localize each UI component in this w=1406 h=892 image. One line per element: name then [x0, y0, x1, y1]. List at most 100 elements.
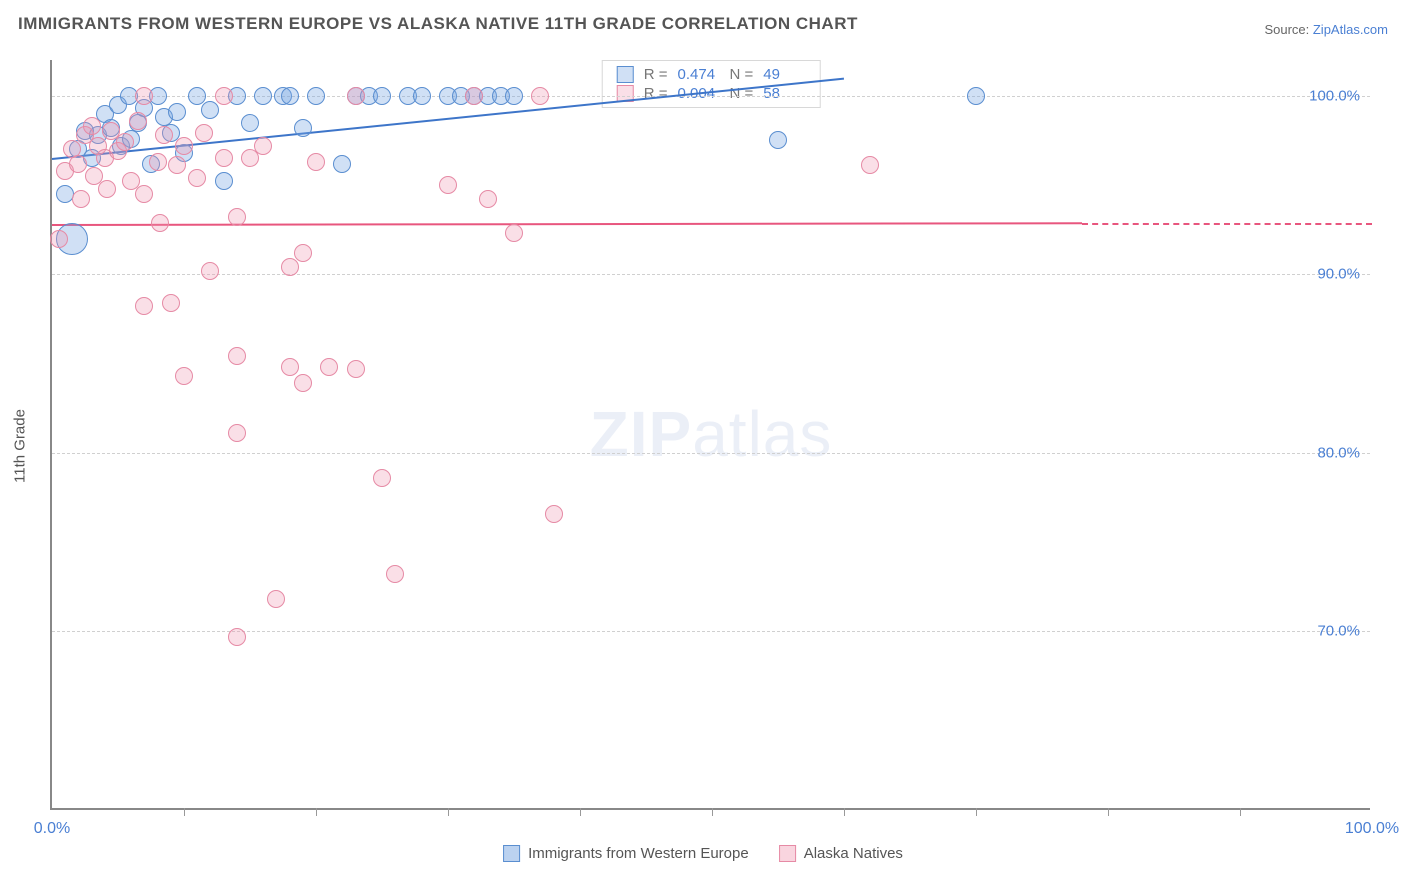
scatter-point	[98, 180, 116, 198]
x-tick	[1240, 808, 1241, 816]
scatter-point	[254, 137, 272, 155]
legend-swatch	[779, 845, 796, 862]
scatter-point	[215, 149, 233, 167]
x-tick-label: 0.0%	[34, 820, 70, 838]
scatter-point	[83, 117, 101, 135]
scatter-point	[241, 114, 259, 132]
scatter-point	[320, 358, 338, 376]
scatter-point	[373, 469, 391, 487]
scatter-point	[505, 224, 523, 242]
y-tick-label: 100.0%	[1309, 87, 1360, 104]
scatter-point	[151, 214, 169, 232]
x-tick	[1108, 808, 1109, 816]
scatter-point	[155, 126, 173, 144]
scatter-point	[168, 103, 186, 121]
watermark-light: atlas	[692, 398, 832, 470]
scatter-point	[967, 87, 985, 105]
scatter-point	[149, 153, 167, 171]
scatter-point	[347, 87, 365, 105]
legend-item: Alaska Natives	[779, 845, 903, 862]
scatter-point	[413, 87, 431, 105]
x-tick	[844, 808, 845, 816]
legend-swatch	[503, 845, 520, 862]
scatter-point	[135, 87, 153, 105]
x-tick	[316, 808, 317, 816]
correlation-legend-row: R = 0.474 N = 49	[617, 65, 806, 84]
scatter-point	[281, 358, 299, 376]
scatter-point	[294, 374, 312, 392]
chart-title: IMMIGRANTS FROM WESTERN EUROPE VS ALASKA…	[18, 14, 858, 34]
y-tick-label: 90.0%	[1317, 266, 1360, 283]
scatter-point	[201, 101, 219, 119]
scatter-point	[135, 297, 153, 315]
y-axis-label: 11th Grade	[12, 409, 29, 483]
scatter-point	[162, 294, 180, 312]
scatter-point	[347, 360, 365, 378]
scatter-point	[228, 208, 246, 226]
scatter-point	[307, 87, 325, 105]
watermark: ZIPatlas	[590, 397, 833, 471]
scatter-point	[281, 87, 299, 105]
stat-n-value: 49	[763, 66, 805, 83]
stat-n-value: 58	[763, 85, 805, 102]
y-tick-label: 70.0%	[1317, 623, 1360, 640]
scatter-point	[294, 119, 312, 137]
legend-label: Immigrants from Western Europe	[528, 845, 749, 862]
x-tick	[580, 808, 581, 816]
stat-r-label: R =	[644, 66, 668, 83]
x-tick	[712, 808, 713, 816]
trend-line-dashed	[1082, 223, 1372, 225]
stat-n-label: N =	[730, 66, 754, 83]
source-prefix: Source:	[1264, 22, 1312, 37]
scatter-point	[505, 87, 523, 105]
scatter-point	[228, 347, 246, 365]
scatter-point	[769, 131, 787, 149]
scatter-point	[228, 628, 246, 646]
scatter-point	[195, 124, 213, 142]
scatter-point	[69, 155, 87, 173]
source-link[interactable]: ZipAtlas.com	[1313, 22, 1388, 37]
gridline-horizontal	[52, 274, 1370, 275]
scatter-point	[465, 87, 483, 105]
legend-swatch	[617, 66, 634, 83]
legend-label: Alaska Natives	[804, 845, 903, 862]
correlation-legend-row: R = 0.004 N = 58	[617, 84, 806, 103]
scatter-point	[201, 262, 219, 280]
scatter-point	[545, 505, 563, 523]
plot-area: ZIPatlas R = 0.474 N = 49 R = 0.004 N = …	[50, 60, 1370, 810]
scatter-point	[72, 190, 90, 208]
trend-line	[52, 222, 1082, 226]
gridline-horizontal	[52, 631, 1370, 632]
scatter-point	[254, 87, 272, 105]
x-tick	[976, 808, 977, 816]
legend-item: Immigrants from Western Europe	[503, 845, 749, 862]
scatter-point	[175, 367, 193, 385]
x-tick	[448, 808, 449, 816]
scatter-point	[439, 176, 457, 194]
scatter-point	[294, 244, 312, 262]
scatter-point	[373, 87, 391, 105]
scatter-point	[281, 258, 299, 276]
series-legend: Immigrants from Western Europe Alaska Na…	[503, 845, 903, 862]
scatter-point	[168, 156, 186, 174]
stat-r-value: 0.474	[678, 66, 720, 83]
scatter-point	[861, 156, 879, 174]
scatter-point	[129, 112, 147, 130]
scatter-point	[267, 590, 285, 608]
scatter-point	[307, 153, 325, 171]
x-tick	[184, 808, 185, 816]
x-tick-label: 100.0%	[1345, 820, 1399, 838]
y-tick-label: 80.0%	[1317, 444, 1360, 461]
scatter-point	[175, 137, 193, 155]
scatter-point	[531, 87, 549, 105]
scatter-point	[215, 172, 233, 190]
scatter-point	[228, 424, 246, 442]
watermark-bold: ZIP	[590, 398, 693, 470]
gridline-horizontal	[52, 96, 1370, 97]
scatter-point	[188, 169, 206, 187]
source-attribution: Source: ZipAtlas.com	[1264, 22, 1388, 37]
gridline-horizontal	[52, 453, 1370, 454]
scatter-point	[50, 230, 68, 248]
scatter-point	[116, 133, 134, 151]
scatter-point	[333, 155, 351, 173]
